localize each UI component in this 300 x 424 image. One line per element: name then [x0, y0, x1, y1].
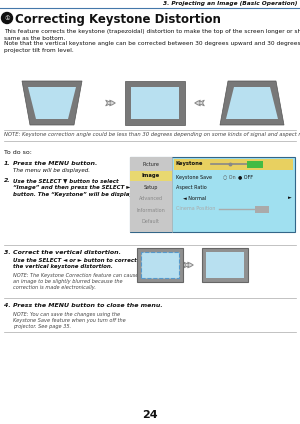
Polygon shape: [220, 81, 284, 125]
FancyBboxPatch shape: [131, 87, 179, 119]
Text: Keystone: Keystone: [176, 162, 203, 167]
FancyBboxPatch shape: [130, 157, 172, 232]
Text: Default: Default: [142, 219, 160, 224]
Text: This feature corrects the keystone (trapezoidal) distortion to make the top of t: This feature corrects the keystone (trap…: [4, 29, 300, 41]
Text: Correct the vertical distortion.: Correct the vertical distortion.: [13, 250, 121, 255]
FancyBboxPatch shape: [202, 248, 248, 282]
Text: NOTE: Keystone correction angle could be less than 30 degrees depending on some : NOTE: Keystone correction angle could be…: [4, 132, 300, 137]
Text: 4.: 4.: [4, 303, 11, 308]
FancyBboxPatch shape: [206, 252, 244, 278]
Text: 1.: 1.: [4, 161, 11, 166]
Polygon shape: [22, 81, 82, 125]
Text: the vertical keystone distortion.: the vertical keystone distortion.: [13, 264, 113, 269]
Text: Correcting Keystone Distortion: Correcting Keystone Distortion: [15, 13, 221, 26]
Text: ● OFF: ● OFF: [238, 175, 253, 179]
Text: ○ On: ○ On: [223, 175, 236, 179]
Text: 2.: 2.: [4, 178, 11, 183]
FancyBboxPatch shape: [130, 157, 295, 232]
Text: Use the SELECT ▼ button to select: Use the SELECT ▼ button to select: [13, 178, 118, 183]
Text: Keystone Save feature when you turn off the: Keystone Save feature when you turn off …: [13, 318, 126, 323]
Text: ①: ①: [4, 16, 10, 20]
Text: To do so:: To do so:: [4, 150, 32, 155]
Text: 24: 24: [142, 410, 158, 420]
Text: NOTE: You can save the changes using the: NOTE: You can save the changes using the: [13, 312, 120, 317]
Text: correction is made electronically.: correction is made electronically.: [13, 285, 96, 290]
Text: Aspect Ratio: Aspect Ratio: [176, 184, 207, 190]
Text: ►: ►: [288, 195, 292, 201]
Text: Information: Information: [136, 207, 165, 212]
Polygon shape: [226, 87, 278, 119]
Text: an image to be slightly blurred because the: an image to be slightly blurred because …: [13, 279, 123, 284]
Text: NOTE: The Keystone Correction feature can cause: NOTE: The Keystone Correction feature ca…: [13, 273, 138, 278]
Text: Press the MENU button.: Press the MENU button.: [13, 161, 98, 166]
Text: Press the MENU button to close the menu.: Press the MENU button to close the menu.: [13, 303, 163, 308]
Text: button. The “Keystone” will be displayed.: button. The “Keystone” will be displayed…: [13, 192, 143, 197]
Polygon shape: [28, 87, 76, 119]
FancyBboxPatch shape: [141, 252, 179, 278]
Text: Cinema Position: Cinema Position: [176, 206, 215, 212]
FancyBboxPatch shape: [255, 206, 269, 212]
FancyBboxPatch shape: [130, 170, 172, 181]
Text: 3. Projecting an Image (Basic Operation): 3. Projecting an Image (Basic Operation): [163, 1, 297, 6]
Text: ◄ Normal: ◄ Normal: [183, 195, 206, 201]
Text: Image: Image: [142, 173, 160, 178]
Text: 3.: 3.: [4, 250, 11, 255]
Text: Use the SELECT ◄ or ► button to correct: Use the SELECT ◄ or ► button to correct: [13, 258, 137, 263]
Text: “Image” and then press the SELECT ►: “Image” and then press the SELECT ►: [13, 185, 130, 190]
Text: Note that the vertical keystone angle can be corrected between 30 degrees upward: Note that the vertical keystone angle ca…: [4, 41, 300, 53]
FancyBboxPatch shape: [174, 159, 293, 170]
Text: projector. See page 35.: projector. See page 35.: [13, 324, 71, 329]
Text: Picture: Picture: [142, 162, 159, 167]
Circle shape: [2, 12, 13, 23]
Text: Advanced: Advanced: [139, 196, 163, 201]
FancyBboxPatch shape: [125, 81, 185, 125]
FancyBboxPatch shape: [247, 161, 263, 167]
Text: The menu will be displayed.: The menu will be displayed.: [13, 168, 90, 173]
Text: Keystone Save: Keystone Save: [176, 175, 212, 179]
Text: Setup: Setup: [144, 184, 158, 190]
FancyBboxPatch shape: [137, 248, 183, 282]
